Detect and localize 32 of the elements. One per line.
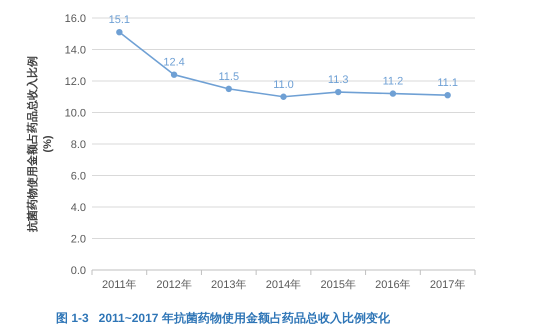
y-axis-title: 抗菌药物使用金额占药品总收入比例 (%) <box>26 56 54 233</box>
point <box>170 72 178 78</box>
x-tick-label: 2012年 <box>156 279 192 291</box>
data-label: 11.1 <box>437 77 458 90</box>
point <box>390 90 396 97</box>
x-tick-label: 2015年 <box>320 279 356 291</box>
x-tick-label: 2013年 <box>211 279 247 291</box>
y-tick-label: 14.0 <box>64 44 86 56</box>
data-label: 11.5 <box>218 70 240 83</box>
y-tick-label: 16.0 <box>64 12 86 25</box>
y-tick-label: 4.0 <box>70 202 86 214</box>
data-label: 11.2 <box>382 76 404 88</box>
text: 图 1-3 2011~2017 年抗菌药物使用金额占药品总收入比例变化 <box>56 311 391 325</box>
y-tick-label: 0.0 <box>70 264 86 277</box>
data-label: 11.3 <box>328 74 349 86</box>
x-tick-label: 2011年 <box>102 279 137 291</box>
x-tick-label: 2016年 <box>375 279 411 291</box>
x-tick-label: 2014年 <box>266 279 302 291</box>
data-label: 12.4 <box>163 56 185 69</box>
y-tick-label: 8.0 <box>70 138 86 151</box>
y-tick-label: 6.0 <box>70 170 86 182</box>
data-label: 15.1 <box>108 14 130 26</box>
point <box>116 28 123 36</box>
point <box>335 88 342 96</box>
y-tick-label: 12.0 <box>64 76 86 88</box>
data-label: 11.0 <box>273 78 294 91</box>
point <box>226 86 232 92</box>
y-tick-label: 10.0 <box>64 107 86 120</box>
point <box>280 94 287 100</box>
x-tick-label: 2017年 <box>430 279 466 291</box>
point <box>444 92 451 98</box>
y-tick-label: 2.0 <box>70 233 86 246</box>
